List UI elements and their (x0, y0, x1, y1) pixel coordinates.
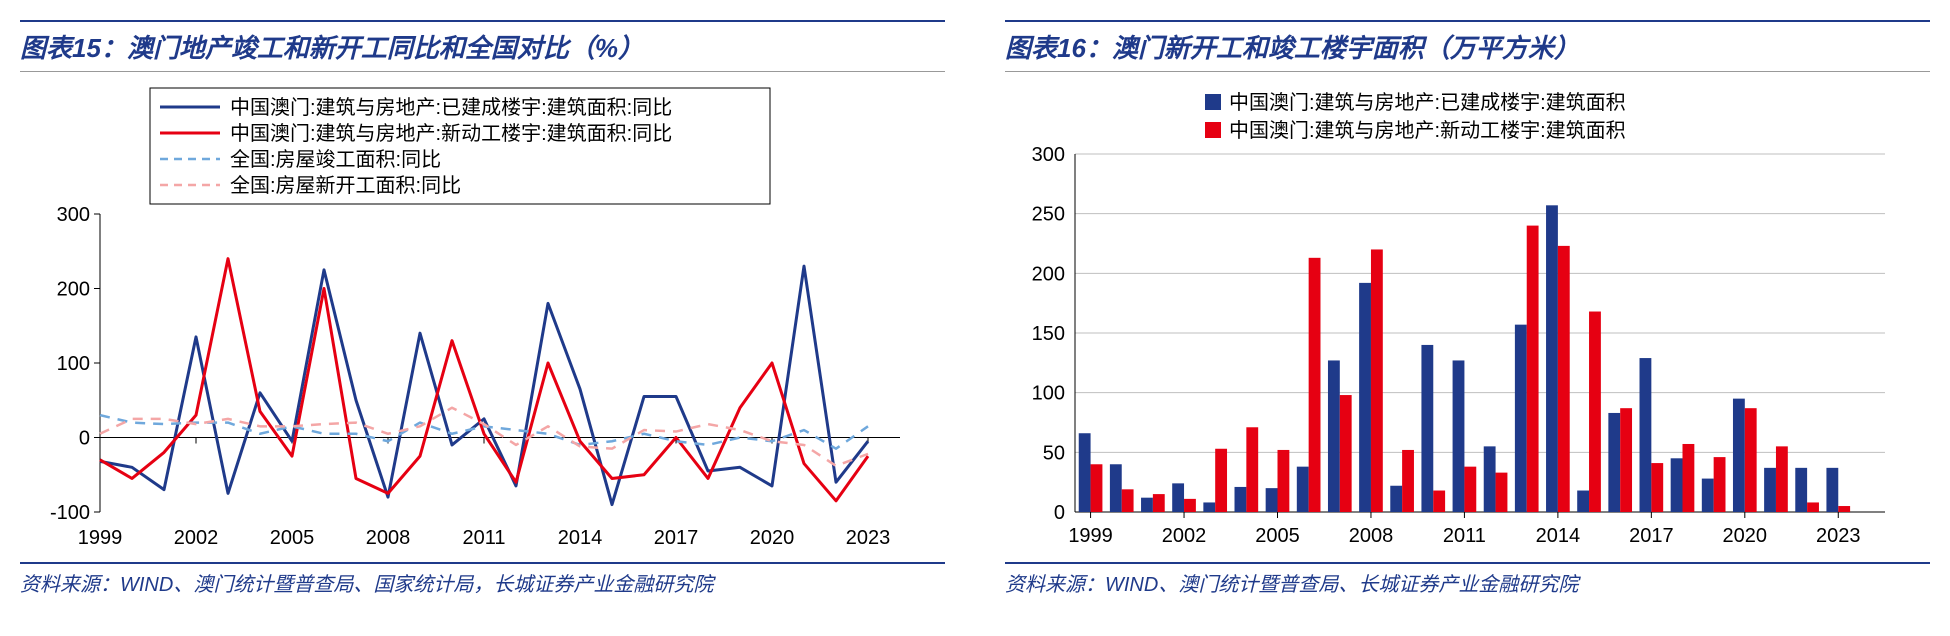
svg-text:2023: 2023 (846, 527, 891, 549)
svg-text:2005: 2005 (1255, 525, 1300, 547)
svg-text:0: 0 (79, 428, 90, 450)
svg-text:2008: 2008 (366, 527, 411, 549)
svg-text:中国澳门:建筑与房地产:已建成楼宇:建筑面积: 中国澳门:建筑与房地产:已建成楼宇:建筑面积 (1229, 91, 1626, 114)
svg-text:200: 200 (57, 279, 90, 301)
chart-source-left: 资料来源：WIND、澳门统计暨普查局、国家统计局，长城证券产业金融研究院 (20, 562, 945, 597)
svg-text:1999: 1999 (1068, 525, 1113, 547)
chart-right: 中国澳门:建筑与房地产:已建成楼宇:建筑面积中国澳门:建筑与房地产:新动工楼宇:… (1005, 82, 1930, 562)
svg-text:中国澳门:建筑与房地产:已建成楼宇:建筑面积:同比: 中国澳门:建筑与房地产:已建成楼宇:建筑面积:同比 (230, 96, 672, 119)
svg-text:1999: 1999 (78, 527, 123, 549)
svg-text:0: 0 (1054, 502, 1065, 524)
panel-right: 图表16：澳门新开工和竣工楼宇面积（万平方米） 中国澳门:建筑与房地产:已建成楼… (1005, 20, 1930, 597)
svg-text:150: 150 (1032, 323, 1065, 345)
svg-text:2023: 2023 (1816, 525, 1861, 547)
svg-text:2017: 2017 (654, 527, 699, 549)
svg-text:2002: 2002 (1162, 525, 1207, 547)
svg-text:2011: 2011 (462, 527, 505, 549)
chart-title-left: 图表15：澳门地产竣工和新开工同比和全国对比（%） (20, 20, 945, 72)
svg-text:2014: 2014 (558, 527, 603, 549)
chart-left: 中国澳门:建筑与房地产:已建成楼宇:建筑面积:同比中国澳门:建筑与房地产:新动工… (20, 82, 945, 562)
chart-title-right: 图表16：澳门新开工和竣工楼宇面积（万平方米） (1005, 20, 1930, 72)
svg-text:300: 300 (1032, 144, 1065, 166)
svg-text:250: 250 (1032, 204, 1065, 226)
svg-text:中国澳门:建筑与房地产:新动工楼宇:建筑面积:同比: 中国澳门:建筑与房地产:新动工楼宇:建筑面积:同比 (230, 122, 672, 145)
svg-text:100: 100 (1032, 383, 1065, 405)
svg-text:全国:房屋新开工面积:同比: 全国:房屋新开工面积:同比 (230, 174, 461, 197)
svg-text:2014: 2014 (1536, 525, 1581, 547)
svg-text:中国澳门:建筑与房地产:新动工楼宇:建筑面积: 中国澳门:建筑与房地产:新动工楼宇:建筑面积 (1229, 119, 1626, 142)
chart-source-right: 资料来源：WIND、澳门统计暨普查局、长城证券产业金融研究院 (1005, 562, 1930, 597)
panel-left: 图表15：澳门地产竣工和新开工同比和全国对比（%） 中国澳门:建筑与房地产:已建… (20, 20, 945, 597)
svg-text:100: 100 (57, 353, 90, 375)
svg-text:2008: 2008 (1349, 525, 1394, 547)
svg-text:2020: 2020 (1723, 525, 1768, 547)
svg-text:2011: 2011 (1443, 525, 1486, 547)
svg-text:50: 50 (1043, 442, 1065, 464)
svg-text:2017: 2017 (1629, 525, 1674, 547)
svg-text:300: 300 (57, 204, 90, 226)
svg-text:2020: 2020 (750, 527, 795, 549)
svg-text:-100: -100 (50, 502, 90, 524)
svg-text:200: 200 (1032, 263, 1065, 285)
svg-text:2005: 2005 (270, 527, 315, 549)
svg-text:全国:房屋竣工面积:同比: 全国:房屋竣工面积:同比 (230, 148, 441, 171)
svg-text:2002: 2002 (174, 527, 219, 549)
